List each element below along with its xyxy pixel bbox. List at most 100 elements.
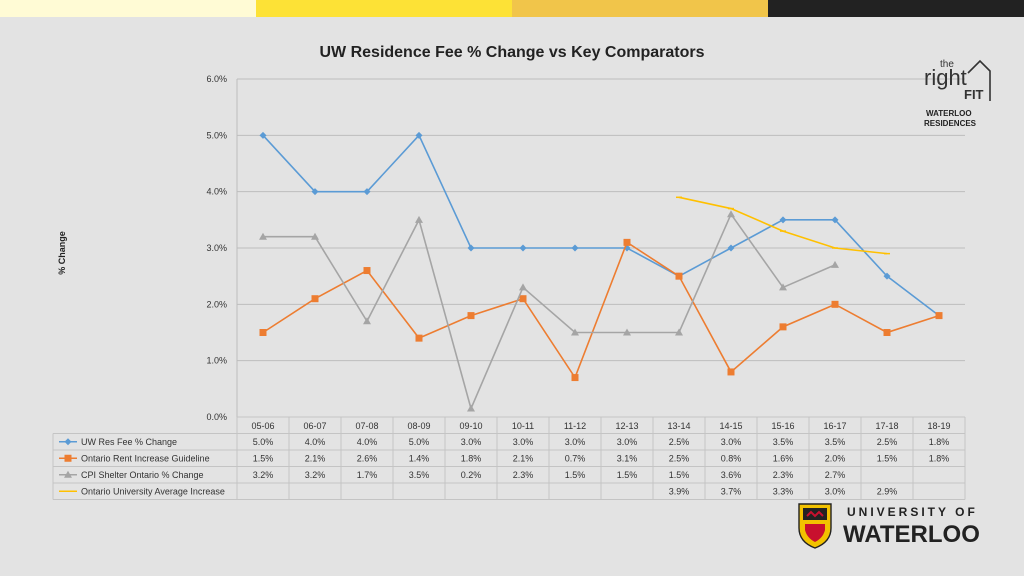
table-cell: 3.5% [773, 437, 794, 447]
logo-fit-text: FIT [964, 87, 984, 102]
table-cell: 2.7% [825, 470, 846, 480]
data-point-2 [311, 232, 319, 240]
table-cell: 2.5% [669, 454, 690, 464]
table-cell: 1.7% [357, 470, 378, 480]
legend-swatch-marker [64, 470, 72, 478]
data-point-0 [727, 244, 735, 252]
data-point-1 [675, 272, 683, 280]
table-cell: 1.6% [773, 454, 794, 464]
top-bar-segment-4 [768, 0, 1024, 17]
uw-logo: UNIVERSITY OF WATERLOO [798, 503, 980, 549]
data-point-1 [727, 368, 735, 376]
table-cell: 0.7% [565, 454, 586, 464]
data-point-2 [623, 328, 631, 336]
x-tick-label: 09-10 [459, 421, 482, 431]
data-point-1 [415, 334, 423, 342]
house-outline-icon [967, 59, 991, 101]
top-bar-segment-2 [256, 0, 512, 17]
data-point-2 [259, 232, 267, 240]
x-tick-label: 10-11 [512, 421, 534, 431]
data-point-2 [519, 283, 527, 291]
x-tick-label: 12-13 [615, 421, 638, 431]
table-cell: 1.5% [877, 454, 898, 464]
top-color-bar [0, 0, 1024, 17]
x-tick-label: 17-18 [875, 421, 898, 431]
table-cell: 3.9% [669, 487, 690, 497]
table-cell: 3.0% [513, 437, 534, 447]
table-cell: 0.2% [461, 470, 482, 480]
table-cell: 2.5% [877, 437, 898, 447]
uw-logo-line2: WATERLOO [843, 521, 980, 548]
data-point-1 [311, 295, 319, 303]
table-cell: 3.0% [617, 437, 638, 447]
table-cell: 2.0% [825, 454, 846, 464]
series-line-3 [678, 196, 888, 255]
table-cell: 3.2% [305, 470, 326, 480]
table-cell: 1.8% [461, 454, 482, 464]
uw-logo-line1: UNIVERSITY OF [847, 505, 978, 519]
data-point-0 [415, 131, 423, 139]
table-cell: 1.5% [565, 470, 586, 480]
data-point-1 [571, 374, 579, 382]
x-tick-label: 05-06 [251, 421, 274, 431]
table-cell: 2.1% [305, 454, 326, 464]
table-cell: 2.6% [357, 454, 378, 464]
table-cell: 3.0% [825, 487, 846, 497]
legend-label: Ontario Rent Increase Guideline [81, 454, 210, 464]
y-tick-label: 2.0% [206, 299, 227, 309]
legend-label: CPI Shelter Ontario % Change [81, 470, 204, 480]
legend-swatch-marker [64, 454, 72, 462]
table-cell: 2.3% [773, 470, 794, 480]
data-point-1 [519, 295, 527, 303]
table-cell: 2.5% [669, 437, 690, 447]
data-point-0 [259, 131, 267, 139]
table-cell: 5.0% [253, 437, 274, 447]
top-bar-segment-3 [512, 0, 768, 17]
table-cell: 3.2% [253, 470, 274, 480]
table-cell: 2.9% [877, 487, 898, 497]
table-cell: 0.8% [721, 454, 742, 464]
y-tick-label: 0.0% [206, 412, 227, 422]
table-cell: 3.7% [721, 487, 742, 497]
data-point-0 [519, 244, 527, 252]
x-tick-label: 16-17 [823, 421, 846, 431]
data-point-1 [467, 312, 475, 320]
table-cell: 3.6% [721, 470, 742, 480]
data-point-1 [831, 300, 839, 308]
x-tick-label: 08-09 [407, 421, 430, 431]
y-tick-label: 6.0% [206, 74, 227, 84]
table-cell: 1.5% [617, 470, 638, 480]
data-point-0 [883, 272, 891, 280]
data-point-2 [831, 260, 839, 268]
table-cell: 3.0% [565, 437, 586, 447]
logo-right-text: right [924, 65, 967, 90]
table-cell: 1.5% [253, 454, 274, 464]
series-line-1 [262, 241, 940, 380]
series-line-2 [263, 212, 836, 411]
x-tick-label: 07-08 [355, 421, 378, 431]
table-cell: 3.1% [617, 454, 638, 464]
top-bar-segment-1 [0, 0, 256, 17]
data-point-2 [363, 317, 371, 325]
data-point-0 [467, 244, 475, 252]
data-point-0 [571, 244, 579, 252]
table-cell: 1.5% [669, 470, 690, 480]
data-point-1 [935, 312, 943, 320]
table-cell: 3.0% [461, 437, 482, 447]
series-line-0 [262, 133, 940, 317]
data-point-2 [415, 215, 423, 223]
x-tick-label: 18-19 [927, 421, 950, 431]
table-cell: 2.1% [513, 454, 534, 464]
x-tick-label: 15-16 [771, 421, 794, 431]
logo-the-text: the [940, 59, 954, 70]
x-tick-label: 06-07 [303, 421, 326, 431]
data-point-1 [259, 329, 267, 336]
y-tick-label: 3.0% [206, 243, 227, 253]
data-point-1 [623, 238, 631, 246]
right-fit-logo: the right FIT WATERLOO RESIDENCES [924, 59, 991, 128]
data-point-0 [779, 216, 787, 224]
data-point-1 [779, 323, 787, 331]
data-point-2 [467, 404, 475, 412]
legend-label: Ontario University Average Increase [81, 487, 225, 497]
data-point-2 [571, 328, 579, 336]
